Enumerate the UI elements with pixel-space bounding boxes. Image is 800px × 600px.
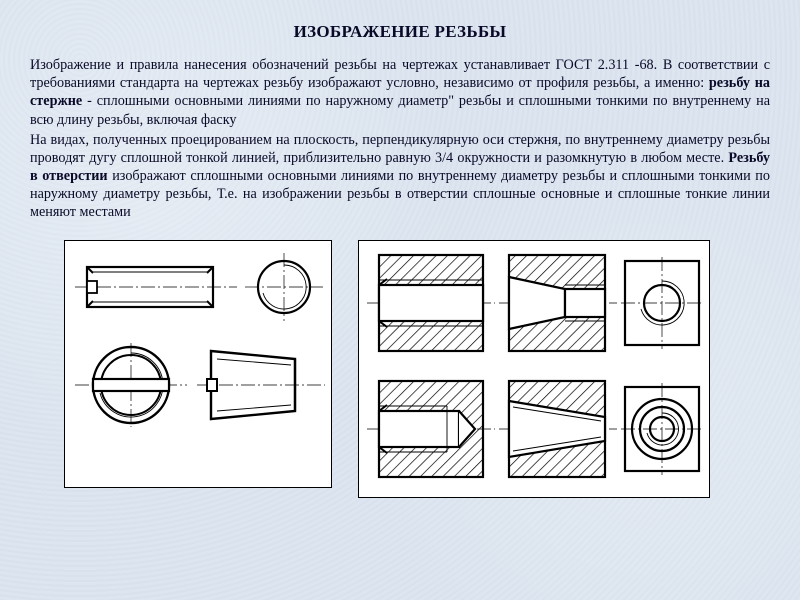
p1-seg-c: - сплошными основными линиями по наружно… (30, 93, 770, 127)
figure-row (28, 240, 772, 498)
page-title: ИЗОБРАЖЕНИЕ РЕЗЬБЫ (28, 22, 772, 42)
p1-seg-a: Изображение и правила нанесения обозначе… (30, 57, 770, 91)
figure-hole (358, 240, 710, 498)
figure-rod (64, 240, 332, 488)
paragraph-1: Изображение и правила нанесения обозначе… (30, 56, 770, 129)
paragraph-2: На видах, полученных проецированием на п… (30, 131, 770, 222)
p2-seg-a: На видах, полученных проецированием на п… (30, 132, 770, 166)
p2-seg-c: изображают сплошными основными линиями п… (30, 168, 770, 220)
